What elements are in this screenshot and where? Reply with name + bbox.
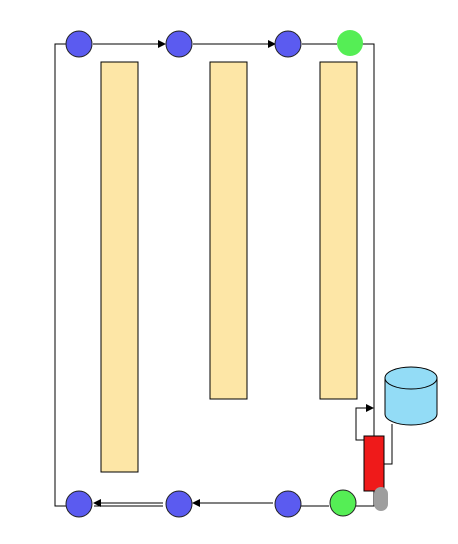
top-node-3[interactable] [274,30,302,58]
station-handle [374,487,388,511]
bottom-node-3[interactable] [274,490,302,518]
bottom-endpoint-node[interactable] [329,489,357,517]
bottom-node-1[interactable] [65,490,93,518]
station-to-storage-edge [384,424,393,465]
top-node-2[interactable] [165,30,193,58]
station-block [363,435,385,492]
shelf-3 [319,61,358,400]
top-endpoint-node[interactable] [337,30,363,56]
shelf-1 [100,61,139,473]
top-node-1[interactable] [65,30,93,58]
storage-cylinder [384,366,438,426]
shelf-2 [209,61,248,400]
bottom-node-2[interactable] [165,490,193,518]
station-link-edge [355,404,374,441]
right-boundary-edge [343,43,375,507]
left-boundary-edge [54,43,79,507]
